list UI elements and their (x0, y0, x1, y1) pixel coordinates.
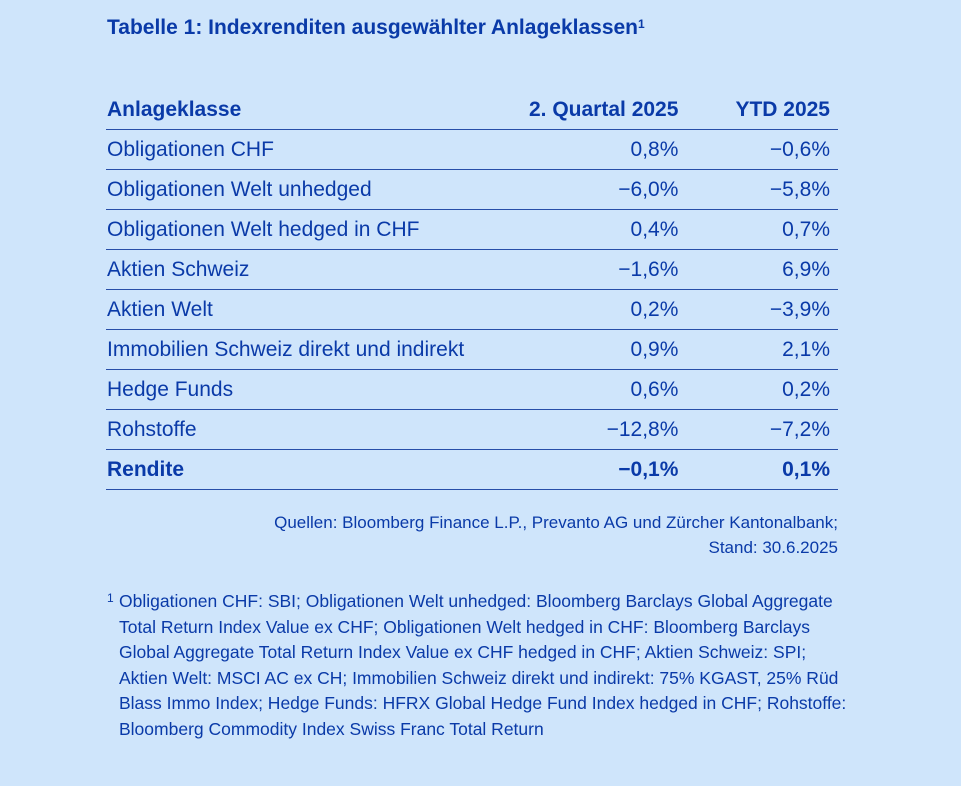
total-row: Rendite −0,1% 0,1% (106, 449, 838, 490)
table-row: Immobilien Schweiz direkt und indirekt 0… (106, 329, 838, 370)
footnote: 1 Obligationen CHF: SBI; Obligationen We… (107, 589, 847, 742)
total-label-cell: Rendite (106, 449, 529, 490)
column-header-ytd-2025: YTD 2025 (686, 90, 838, 130)
q2-return-cell: −6,0% (528, 169, 687, 210)
table-row: Obligationen Welt unhedged −6,0% −5,8% (106, 169, 838, 210)
asset-class-cell: Hedge Funds (106, 369, 529, 410)
as-of-date: Stand: 30.6.2025 (708, 538, 838, 557)
ytd-return-cell: 6,9% (686, 249, 838, 290)
total-q2-return-cell: −0,1% (528, 449, 687, 490)
q2-return-cell: 0,4% (528, 209, 687, 250)
sources-note: Quellen: Bloomberg Finance L.P., Prevant… (274, 510, 838, 560)
title-footnote-mark: 1 (638, 17, 645, 31)
q2-return-cell: 0,9% (528, 329, 687, 370)
table-row: Obligationen Welt hedged in CHF 0,4% 0,7… (106, 209, 838, 250)
q2-return-cell: 0,8% (528, 129, 687, 170)
sources-line: Quellen: Bloomberg Finance L.P., Prevant… (274, 513, 838, 532)
ytd-return-cell: 0,2% (686, 369, 838, 410)
ytd-return-cell: 0,7% (686, 209, 838, 250)
footnote-mark: 1 (107, 591, 114, 605)
asset-class-cell: Rohstoffe (106, 409, 529, 450)
footnote-text: Obligationen CHF: SBI; Obligationen Welt… (119, 591, 847, 739)
asset-class-cell: Aktien Schweiz (106, 249, 529, 290)
asset-class-cell: Immobilien Schweiz direkt und indirekt (106, 329, 529, 370)
ytd-return-cell: −0,6% (686, 129, 838, 170)
table-row: Rohstoffe −12,8% −7,2% (106, 409, 838, 450)
column-header-asset-class: Anlageklasse (106, 90, 529, 130)
ytd-return-cell: −5,8% (686, 169, 838, 210)
total-ytd-return-cell: 0,1% (686, 449, 838, 490)
table-row: Hedge Funds 0,6% 0,2% (106, 369, 838, 410)
ytd-return-cell: −3,9% (686, 289, 838, 330)
q2-return-cell: −1,6% (528, 249, 687, 290)
table-header-row: Anlageklasse 2. Quartal 2025 YTD 2025 (106, 90, 838, 130)
asset-class-cell: Aktien Welt (106, 289, 529, 330)
index-returns-table: Anlageklasse 2. Quartal 2025 YTD 2025 Ob… (106, 90, 838, 490)
asset-class-cell: Obligationen CHF (106, 129, 529, 170)
table-row: Aktien Schweiz −1,6% 6,9% (106, 249, 838, 290)
table-row: Obligationen CHF 0,8% −0,6% (106, 129, 838, 170)
q2-return-cell: 0,2% (528, 289, 687, 330)
ytd-return-cell: −7,2% (686, 409, 838, 450)
column-header-q2-2025: 2. Quartal 2025 (528, 90, 687, 130)
ytd-return-cell: 2,1% (686, 329, 838, 370)
q2-return-cell: −12,8% (528, 409, 687, 450)
asset-class-cell: Obligationen Welt unhedged (106, 169, 529, 210)
q2-return-cell: 0,6% (528, 369, 687, 410)
table-title: Tabelle 1: Indexrenditen ausgewählter An… (107, 16, 645, 40)
table-row: Aktien Welt 0,2% −3,9% (106, 289, 838, 330)
table-title-text: Tabelle 1: Indexrenditen ausgewählter An… (107, 16, 639, 39)
asset-class-cell: Obligationen Welt hedged in CHF (106, 209, 529, 250)
